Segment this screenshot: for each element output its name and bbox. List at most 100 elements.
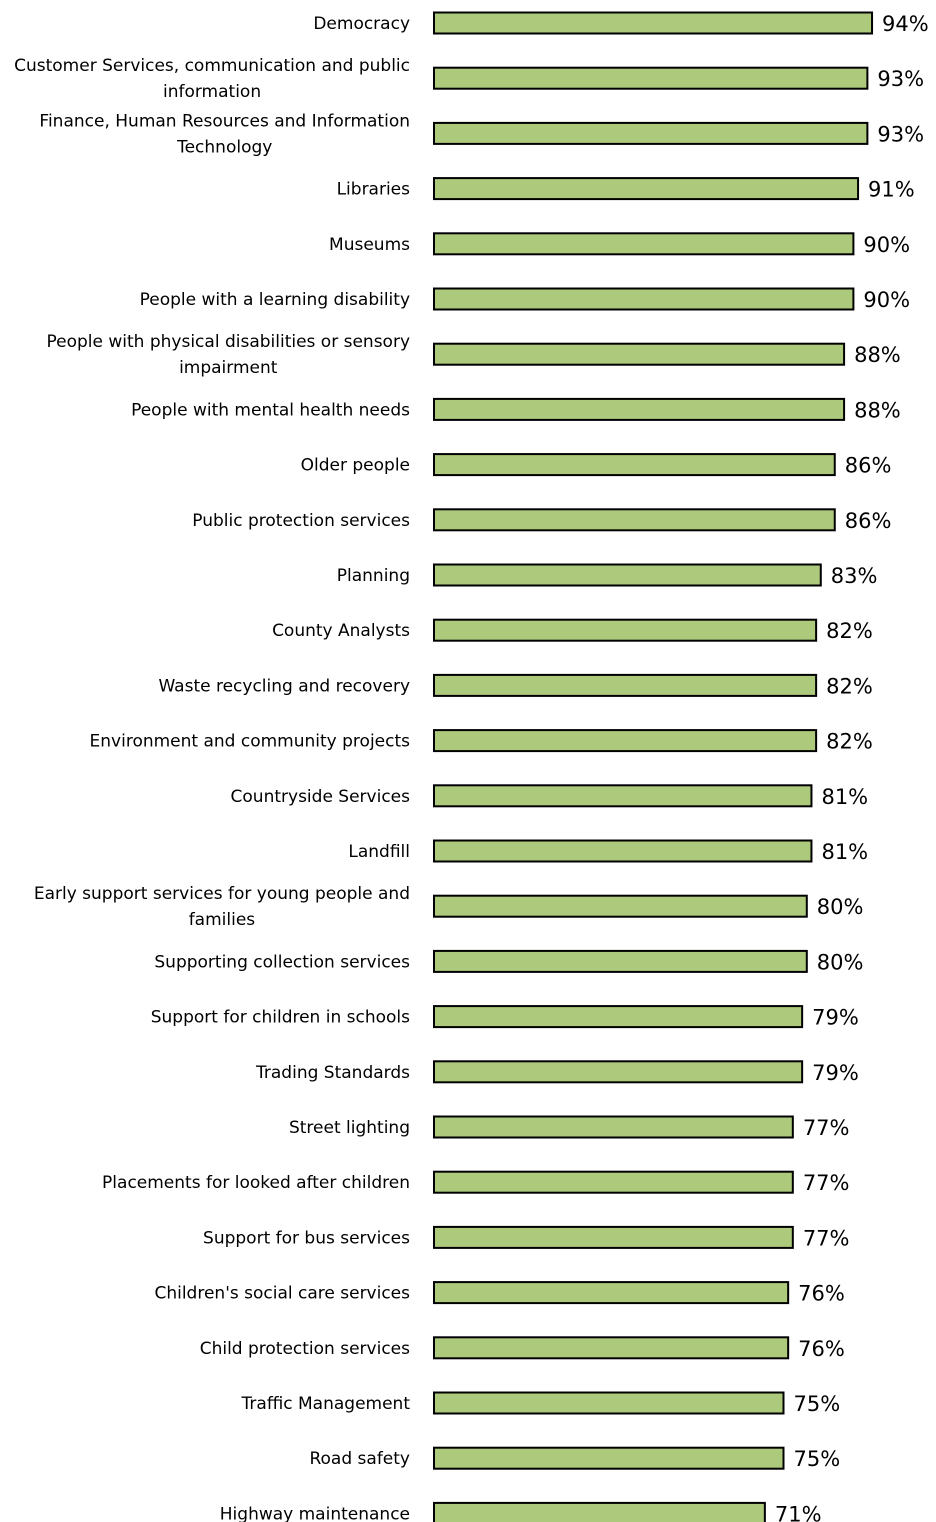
bar-row: Early support services for young people … bbox=[34, 884, 864, 930]
category-label: Placements for looked after children bbox=[102, 1173, 410, 1193]
bar-row: Trading Standards 79% bbox=[255, 1060, 859, 1085]
bar-row: Support for children in schools 79% bbox=[151, 1005, 859, 1030]
category-label-line: Customer Services, communication and pub… bbox=[14, 56, 410, 76]
bar-row: Support for bus services 77% bbox=[203, 1225, 850, 1250]
bar-row: Libraries 91% bbox=[337, 177, 915, 202]
bar bbox=[433, 784, 813, 808]
bar bbox=[433, 508, 836, 532]
bar bbox=[433, 1060, 804, 1084]
bar-row: Museums 90% bbox=[329, 232, 910, 257]
category-label: Public protection services bbox=[192, 511, 410, 531]
bar-row: Older people 86% bbox=[301, 453, 892, 478]
value-label: 79% bbox=[812, 1006, 859, 1030]
bar bbox=[433, 729, 818, 753]
bar-row: Customer Services, communication and pub… bbox=[14, 56, 924, 102]
bar bbox=[433, 11, 874, 35]
bar-row: Child protection services 76% bbox=[200, 1336, 845, 1361]
category-label-line: Early support services for young people … bbox=[34, 884, 410, 904]
bar-row: Democracy 94% bbox=[313, 11, 929, 36]
bar-row: Highway maintenance 71% bbox=[220, 1501, 822, 1522]
value-label: 77% bbox=[803, 1226, 850, 1250]
bar bbox=[433, 1336, 790, 1360]
value-label: 76% bbox=[798, 1337, 845, 1361]
bar-row: Countryside Services 81% bbox=[231, 784, 868, 809]
value-label: 90% bbox=[863, 288, 910, 312]
value-label: 82% bbox=[826, 619, 873, 643]
bar bbox=[433, 1005, 804, 1029]
bar bbox=[433, 1225, 794, 1249]
category-label: People with a learning disability bbox=[140, 290, 410, 310]
bar-row: County Analysts 82% bbox=[272, 618, 873, 643]
bar bbox=[433, 839, 813, 863]
category-label: Customer Services, communication and pub… bbox=[14, 56, 410, 102]
value-label: 86% bbox=[845, 454, 892, 478]
bar bbox=[433, 342, 846, 366]
category-label: Environment and community projects bbox=[90, 732, 411, 752]
bar-row: People with mental health needs 88% bbox=[131, 397, 901, 422]
category-label: Children's social care services bbox=[154, 1284, 410, 1304]
category-label-line: Finance, Human Resources and Information bbox=[39, 111, 410, 131]
value-label: 80% bbox=[817, 895, 864, 919]
bar-row: Road safety 75% bbox=[309, 1446, 841, 1471]
category-label: People with mental health needs bbox=[131, 400, 410, 420]
bar-row: Public protection services 86% bbox=[192, 508, 892, 533]
bar-row: Placements for looked after children 77% bbox=[102, 1170, 850, 1195]
category-label: Older people bbox=[301, 456, 410, 476]
category-label: Planning bbox=[337, 566, 410, 586]
category-label-line: families bbox=[189, 910, 256, 930]
category-label: Waste recycling and recovery bbox=[158, 676, 410, 696]
bar-row: People with physical disabilities or sen… bbox=[47, 332, 901, 378]
bar bbox=[433, 1501, 766, 1522]
bar-row: Waste recycling and recovery 82% bbox=[158, 673, 873, 698]
category-label: Highway maintenance bbox=[220, 1504, 410, 1522]
bar bbox=[433, 121, 869, 145]
category-label-line: impairment bbox=[179, 358, 278, 378]
category-label: Landfill bbox=[348, 842, 410, 862]
bar-row: Landfill 81% bbox=[348, 839, 868, 864]
category-label: Supporting collection services bbox=[154, 952, 410, 972]
bar bbox=[433, 232, 855, 256]
bar-row: Planning 83% bbox=[337, 563, 878, 588]
bar-row: Environment and community projects 82% bbox=[90, 729, 873, 754]
bar-row: Finance, Human Resources and Information… bbox=[39, 111, 924, 157]
category-label: County Analysts bbox=[272, 621, 410, 641]
bar bbox=[433, 1446, 785, 1470]
value-label: 81% bbox=[821, 840, 868, 864]
category-label: Support for children in schools bbox=[151, 1008, 410, 1028]
value-label: 71% bbox=[775, 1502, 822, 1522]
category-label: Trading Standards bbox=[255, 1063, 410, 1083]
category-label: Museums bbox=[329, 235, 410, 255]
value-label: 75% bbox=[794, 1447, 841, 1471]
bar bbox=[433, 894, 808, 918]
value-label: 82% bbox=[826, 730, 873, 754]
value-label: 82% bbox=[826, 674, 873, 698]
bar bbox=[433, 563, 822, 587]
bar bbox=[433, 1391, 785, 1415]
bar bbox=[433, 1281, 790, 1305]
category-label: Street lighting bbox=[289, 1118, 410, 1138]
value-label: 88% bbox=[854, 343, 901, 367]
category-label: Traffic Management bbox=[241, 1394, 411, 1414]
bar bbox=[433, 397, 846, 421]
value-label: 81% bbox=[821, 785, 868, 809]
value-label: 88% bbox=[854, 398, 901, 422]
category-label-line: information bbox=[163, 82, 261, 102]
category-label: Early support services for young people … bbox=[34, 884, 410, 930]
value-label: 83% bbox=[831, 564, 878, 588]
bar bbox=[433, 453, 836, 477]
category-label: Finance, Human Resources and Information… bbox=[39, 111, 410, 157]
value-label: 77% bbox=[803, 1171, 850, 1195]
category-label: People with physical disabilities or sen… bbox=[47, 332, 411, 378]
value-label: 86% bbox=[845, 509, 892, 533]
value-label: 93% bbox=[877, 67, 924, 91]
category-label-line: People with physical disabilities or sen… bbox=[47, 332, 411, 352]
bar-row: Street lighting 77% bbox=[289, 1115, 850, 1140]
category-label: Democracy bbox=[313, 14, 410, 34]
value-label: 91% bbox=[868, 178, 915, 202]
value-label: 80% bbox=[817, 950, 864, 974]
bar-row: Children's social care services 76% bbox=[154, 1281, 845, 1306]
bar-row: Traffic Management 75% bbox=[241, 1391, 840, 1416]
value-label: 94% bbox=[882, 12, 929, 36]
value-label: 79% bbox=[812, 1061, 859, 1085]
